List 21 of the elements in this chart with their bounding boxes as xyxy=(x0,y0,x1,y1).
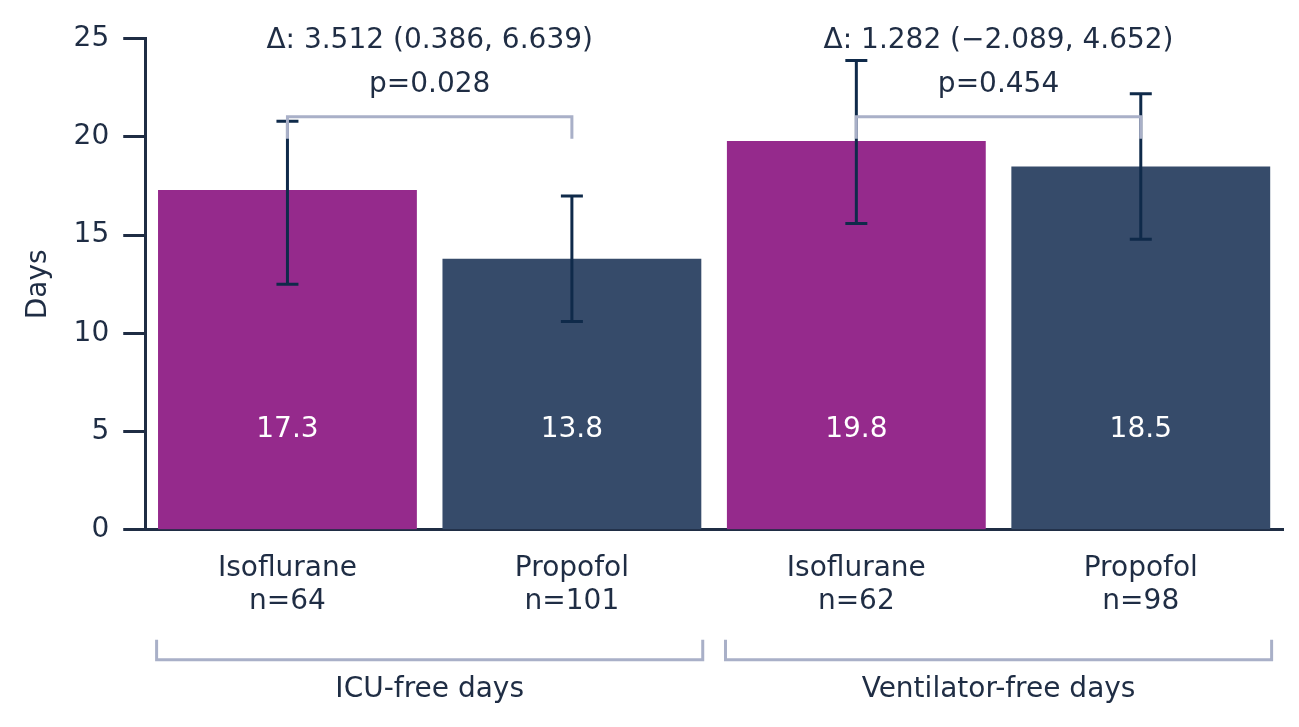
data-label: 17.3 xyxy=(256,411,319,445)
y-axis-title: Days xyxy=(20,249,54,320)
x-tick-label: Isoflurane n=62 xyxy=(786,549,926,617)
text: ICU-free days xyxy=(335,671,524,705)
y-tick-label: 0 xyxy=(91,511,110,545)
x-tick-label: Propofol n=98 xyxy=(1083,549,1198,617)
data-label: 18.5 xyxy=(1109,411,1172,445)
y-tick-label: 10 xyxy=(73,314,110,348)
x-tick-label: Propofol n=101 xyxy=(514,549,629,617)
x-tick-label: Isoflurane n=64 xyxy=(217,549,357,617)
data-label: 19.8 xyxy=(825,411,888,445)
annotation: Δ: 1.282 (−2.089, 4.652) xyxy=(823,22,1174,56)
y-tick-label: 15 xyxy=(73,216,110,250)
data-label: 13.8 xyxy=(540,411,604,445)
text: Ventilator-free days xyxy=(861,671,1136,705)
annotation: Δ: 3.512 (0.386, 6.639) xyxy=(266,22,593,56)
y-tick-label: 5 xyxy=(91,412,110,446)
y-tick-label: 20 xyxy=(73,118,110,152)
y-tick-label: 25 xyxy=(73,20,110,54)
annotation: p=0.454 xyxy=(937,66,1060,100)
annotation: p=0.028 xyxy=(368,66,491,100)
